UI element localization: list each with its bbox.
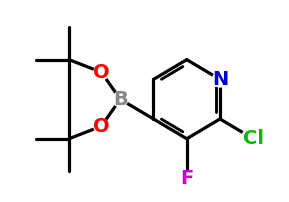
Circle shape bbox=[94, 65, 109, 80]
Text: F: F bbox=[180, 169, 193, 188]
Circle shape bbox=[212, 72, 227, 87]
Text: B: B bbox=[113, 90, 128, 109]
Circle shape bbox=[179, 171, 194, 186]
Circle shape bbox=[242, 127, 265, 150]
Circle shape bbox=[113, 92, 128, 107]
Text: O: O bbox=[93, 63, 110, 82]
Circle shape bbox=[94, 119, 109, 134]
Text: Cl: Cl bbox=[243, 129, 264, 148]
Text: N: N bbox=[212, 70, 228, 89]
Text: O: O bbox=[93, 117, 110, 136]
